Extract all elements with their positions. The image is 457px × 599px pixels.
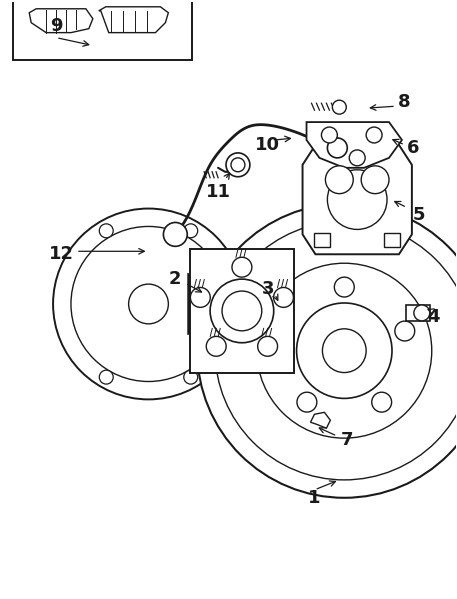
- Circle shape: [327, 138, 347, 158]
- Circle shape: [184, 370, 198, 384]
- Polygon shape: [99, 7, 168, 32]
- Circle shape: [395, 321, 415, 341]
- Text: 7: 7: [341, 431, 354, 449]
- Circle shape: [222, 291, 262, 331]
- Circle shape: [297, 392, 317, 412]
- Circle shape: [327, 170, 387, 229]
- Circle shape: [215, 222, 457, 480]
- Circle shape: [366, 127, 382, 143]
- Circle shape: [274, 321, 294, 341]
- Polygon shape: [29, 9, 93, 32]
- Text: 12: 12: [48, 245, 74, 264]
- Circle shape: [321, 127, 337, 143]
- Text: 9: 9: [50, 17, 62, 35]
- Circle shape: [325, 166, 353, 193]
- Circle shape: [128, 284, 168, 324]
- Circle shape: [191, 288, 210, 307]
- Text: 4: 4: [427, 308, 440, 326]
- Circle shape: [335, 277, 354, 297]
- Circle shape: [332, 100, 346, 114]
- Polygon shape: [307, 122, 402, 168]
- Circle shape: [71, 226, 226, 382]
- Circle shape: [372, 392, 392, 412]
- Text: 11: 11: [206, 183, 231, 201]
- Text: 2: 2: [169, 270, 181, 288]
- Circle shape: [257, 263, 432, 438]
- Circle shape: [274, 288, 293, 307]
- Bar: [406, 305, 430, 321]
- Circle shape: [210, 279, 274, 343]
- Text: 1: 1: [308, 489, 321, 507]
- Circle shape: [232, 257, 252, 277]
- Polygon shape: [310, 412, 330, 428]
- Text: 10: 10: [255, 136, 280, 154]
- Circle shape: [99, 224, 113, 238]
- Circle shape: [206, 337, 226, 356]
- Circle shape: [349, 150, 365, 166]
- Polygon shape: [303, 145, 412, 255]
- Circle shape: [164, 222, 187, 246]
- Circle shape: [297, 303, 392, 398]
- Bar: [314, 234, 330, 247]
- Circle shape: [226, 153, 250, 177]
- Text: 3: 3: [261, 280, 274, 298]
- Circle shape: [323, 329, 366, 373]
- Bar: [13, 0, 192, 60]
- Bar: [190, 249, 293, 373]
- Circle shape: [361, 166, 389, 193]
- Circle shape: [197, 204, 457, 498]
- Text: 8: 8: [398, 93, 410, 111]
- Text: 5: 5: [413, 205, 425, 223]
- Circle shape: [414, 305, 430, 321]
- Circle shape: [231, 158, 245, 172]
- Circle shape: [99, 370, 113, 384]
- Circle shape: [184, 224, 198, 238]
- Polygon shape: [188, 274, 228, 341]
- Circle shape: [258, 337, 277, 356]
- Text: 6: 6: [407, 139, 419, 157]
- Bar: [384, 234, 400, 247]
- Circle shape: [53, 208, 244, 400]
